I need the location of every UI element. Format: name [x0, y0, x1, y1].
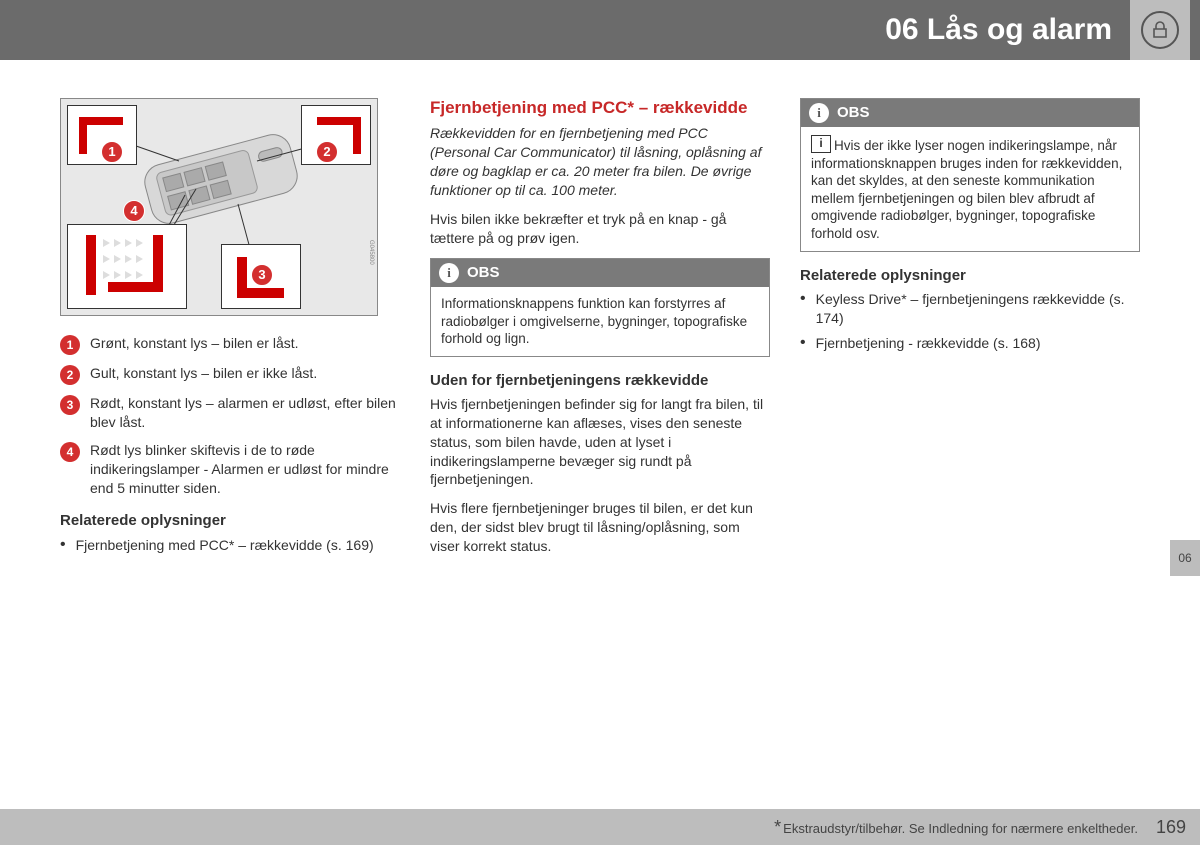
page-header: 06 Lås og alarm: [0, 0, 1200, 60]
remote-diagram: 1 2 3 4 G045800: [60, 98, 378, 316]
legend-text-1: Grønt, konstant lys – bilen er låst.: [90, 334, 299, 353]
page-number: 169: [1156, 817, 1186, 838]
callout-4: 4: [123, 200, 145, 222]
legend-text-4: Rødt lys blinker skiftevis i de to røde …: [90, 441, 400, 498]
i-button-icon: i: [811, 135, 831, 153]
related-heading-col3: Relaterede oplysninger: [800, 266, 1140, 286]
obs-label-col2: OBS: [467, 263, 500, 283]
legend-text-2: Gult, konstant lys – bilen er ikke låst.: [90, 364, 317, 383]
obs-body-col2: Informationsknappens funktion kan forsty…: [431, 287, 769, 356]
footnote: *Ekstraudstyr/tilbehør. Se Indledning fo…: [774, 817, 1138, 838]
legend-list: 1Grønt, konstant lys – bilen er låst. 2G…: [60, 334, 400, 497]
info-icon: i: [439, 263, 459, 283]
legend-item-4: 4Rødt lys blinker skiftevis i de to røde…: [60, 441, 400, 498]
footer-bar: *Ekstraudstyr/tilbehør. Se Indledning fo…: [0, 809, 1200, 845]
related-item-col1-1: Fjernbetjening med PCC* – rækkevidde (s.…: [60, 536, 400, 555]
callout-2: 2: [316, 141, 338, 163]
col2-heading: Fjernbetjening med PCC* – rækkevidde: [430, 98, 770, 118]
header-icon-box: [1130, 0, 1190, 60]
info-icon: i: [809, 103, 829, 123]
callout-3: 3: [251, 264, 273, 286]
obs-box-col2: i OBS Informationsknappens funktion kan …: [430, 258, 770, 357]
related-list-col3: Keyless Drive* – fjernbetjeningens række…: [800, 290, 1140, 353]
related-list-col1: Fjernbetjening med PCC* – rækkevidde (s.…: [60, 536, 400, 555]
column-1: 1 2 3 4 G045800 1Grønt, konstant lys – b…: [60, 98, 400, 566]
callout-1: 1: [101, 141, 123, 163]
obs-body-col3: iHvis der ikke lyser nogen indikeringsla…: [801, 127, 1139, 250]
obs-box-col3: i OBS iHvis der ikke lyser nogen indiker…: [800, 98, 1140, 252]
col2-intro: Rækkevidden for en fjernbetjening med PC…: [430, 124, 770, 200]
legend-item-1: 1Grønt, konstant lys – bilen er låst.: [60, 334, 400, 355]
legend-item-3: 3Rødt, konstant lys – alarmen er udløst,…: [60, 394, 400, 432]
diagram-code: G045800: [367, 240, 375, 265]
lock-icon: [1141, 11, 1179, 49]
col2-sub1-heading: Uden for fjernbetjeningens rækkevidde: [430, 371, 770, 391]
related-heading-col1: Relaterede oplysninger: [60, 511, 400, 531]
related-item-col3-2: Fjernbetjening - rækkevidde (s. 168): [800, 334, 1140, 353]
side-tab: 06: [1170, 540, 1200, 576]
obs-header-col2: i OBS: [431, 259, 769, 287]
content-area: 1 2 3 4 G045800 1Grønt, konstant lys – b…: [0, 60, 1200, 566]
legend-item-2: 2Gult, konstant lys – bilen er ikke låst…: [60, 364, 400, 385]
star-icon: *: [774, 817, 781, 837]
col2-sub1-p1: Hvis fjernbetjeningen befinder sig for l…: [430, 395, 770, 489]
diagram-detail-4: [67, 224, 187, 309]
column-3: i OBS iHvis der ikke lyser nogen indiker…: [800, 98, 1140, 566]
related-item-col3-1: Keyless Drive* – fjernbetjeningens række…: [800, 290, 1140, 328]
column-2: Fjernbetjening med PCC* – rækkevidde Ræk…: [430, 98, 770, 566]
legend-text-3: Rødt, konstant lys – alarmen er udløst, …: [90, 394, 400, 432]
obs-header-col3: i OBS: [801, 99, 1139, 127]
header-title: 06 Lås og alarm: [885, 13, 1112, 47]
obs-label-col3: OBS: [837, 103, 870, 123]
col2-p1: Hvis bilen ikke bekræfter et tryk på en …: [430, 210, 770, 248]
col2-sub1-p2: Hvis flere fjernbetjeninger bruges til b…: [430, 499, 770, 556]
